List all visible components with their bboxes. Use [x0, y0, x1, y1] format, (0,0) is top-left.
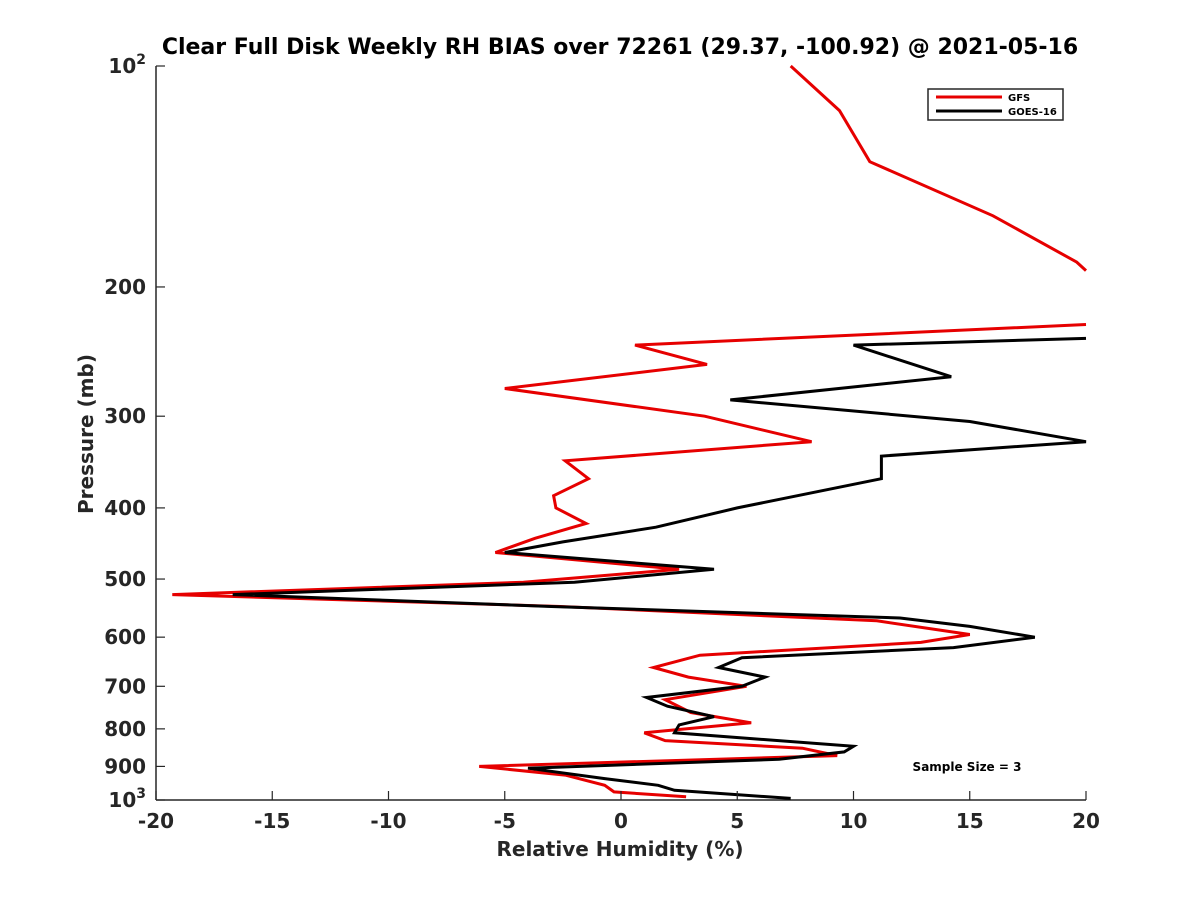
x-tick-label: 5 — [730, 809, 744, 833]
y-tick-label: 900 — [104, 754, 146, 778]
x-tick-label: 20 — [1072, 809, 1100, 833]
series-line-goes-16 — [232, 336, 1087, 800]
y-tick-label: 103 — [108, 786, 146, 812]
series-line-gfs — [789, 64, 1088, 272]
y-tick-label: 600 — [104, 625, 146, 649]
y-tick-label: 700 — [104, 674, 146, 698]
legend: GFS GOES-16 — [927, 88, 1064, 121]
series-layer — [172, 64, 1088, 800]
x-axis: -20 -15 -10 -5 0 5 10 15 20 — [138, 791, 1100, 833]
y-tick-label: 500 — [104, 567, 146, 591]
plot-area — [155, 66, 1086, 801]
legend-label-goes-16: GOES-16 — [1008, 107, 1057, 118]
x-tick-label: -15 — [254, 809, 290, 833]
legend-label-gfs: GFS — [1008, 93, 1030, 104]
x-tick-label: -5 — [494, 809, 516, 833]
y-tick-label: 800 — [104, 717, 146, 741]
x-tick-label: -10 — [370, 809, 406, 833]
x-axis-label: Relative Humidity (%) — [496, 837, 743, 861]
series-line-gfs — [172, 323, 1087, 799]
chart-title: Clear Full Disk Weekly RH BIAS over 7226… — [162, 35, 1078, 60]
x-tick-label: 10 — [840, 809, 868, 833]
y-tick-label: 400 — [104, 496, 146, 520]
y-axis: 102 200 300 400 500 600 700 800 900 103 — [104, 52, 165, 812]
x-tick-label: 15 — [956, 809, 984, 833]
y-tick-label: 102 — [108, 52, 146, 78]
y-tick-label: 300 — [104, 404, 146, 428]
x-tick-label: 0 — [614, 809, 628, 833]
legend-box — [927, 88, 1064, 121]
sample-size-annotation: Sample Size = 3 — [913, 760, 1022, 774]
x-tick-label: -20 — [138, 809, 174, 833]
y-tick-label: 200 — [104, 275, 146, 299]
y-axis-label: Pressure (mb) — [74, 354, 98, 514]
